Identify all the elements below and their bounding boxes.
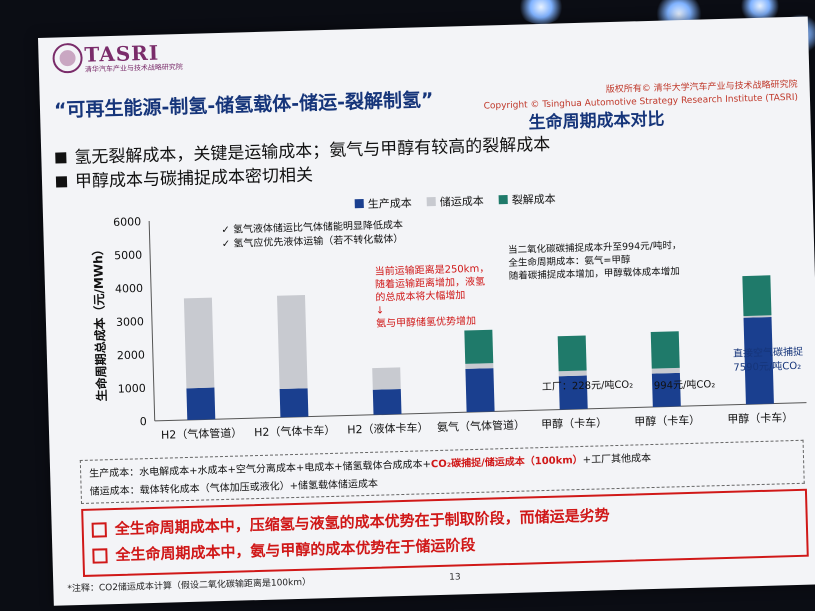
- legend-label-1: 储运成本: [440, 194, 484, 209]
- logo-subtitle: 清华汽车产业与技术战略研究院: [84, 62, 183, 74]
- bullet-title-tail: 生命周期成本对比: [528, 105, 665, 134]
- annotation-right-0: 当二氧化碳碳捕捉成本升至994元/吨时，: [508, 239, 682, 256]
- page-number: 13: [449, 572, 461, 583]
- factory-cost-label: 工厂：228元/吨CO₂: [542, 378, 634, 394]
- annotation-top-left-0: ✓ 氢气液体储运比气体储能明显降低成本: [221, 218, 403, 236]
- conclusion-box: 全生命周期成本中，压缩氢与液氢的成本优势在于制取阶段，而储运是劣势 全生命周期成…: [81, 488, 809, 577]
- prod-highlight: CO₂碳捕捉/储运成本（100km）: [430, 454, 583, 471]
- conclusion-2: 全生命周期成本中，氨与甲醇的成本优势在于储运阶段: [92, 534, 476, 566]
- legend-label-0: 生产成本: [368, 196, 412, 211]
- bar-2-0: [372, 389, 402, 415]
- bar-4-0: [558, 375, 588, 410]
- stage-light-3: [738, 0, 782, 22]
- bar-5-2: [650, 331, 680, 369]
- bar-2-1: [372, 367, 401, 390]
- bullet-square-icon: [55, 152, 67, 164]
- cost-chart: 0 1000 2000 3000 4000 5000 6000 生命周期总成本（元/MWh） 生…: [90, 192, 807, 442]
- x-tick-label-3: 氨气（气体管道）: [437, 418, 525, 434]
- prod-text: 水电解成本+水成本+空气分离成本+电成本+储氢载体合成成本+: [139, 459, 432, 479]
- y-axis-label: 生命周期总成本（元/MWh）: [90, 243, 109, 401]
- x-tick-label-6: 甲醇（卡车）: [727, 410, 793, 426]
- conclusion-1-text: 全生命周期成本中，压缩氢与液氢的成本优势在于制取阶段，而储运是劣势: [114, 506, 610, 539]
- x-tick-label-2: H2（液体卡车）: [347, 420, 429, 436]
- bar-0-1: [183, 297, 215, 389]
- checkbox-square-icon: [92, 548, 108, 564]
- y-tick-label-1: 1000: [118, 382, 146, 396]
- y-axis-line: [148, 220, 156, 421]
- bullet-square-icon: [55, 176, 68, 188]
- annotation-red-3: ↓: [376, 305, 385, 316]
- dac-label-1: 7590元/吨CO₂: [733, 359, 801, 374]
- annotation-red-4: 氨与甲醇储氢优势增加: [376, 314, 476, 330]
- legend-label-2: 裂解成本: [512, 192, 556, 207]
- trans-label: 储运成本：: [89, 485, 140, 498]
- stage-light-1: [516, 0, 566, 24]
- legend-swatch-2: [498, 194, 508, 205]
- x-tick-label-4: 甲醇（卡车）: [541, 415, 607, 431]
- bar-3-0: [465, 368, 495, 413]
- bar-0-0: [186, 387, 216, 420]
- y-tick-label-0: 0: [140, 415, 147, 428]
- tsinghua-seal-icon: [52, 42, 83, 74]
- checkbox-square-icon: [91, 522, 107, 538]
- legend-swatch-1: [426, 196, 436, 207]
- x-tick-label-0: H2（气体管道）: [161, 425, 243, 441]
- bar-1-0: [279, 388, 309, 418]
- prod-label: 生产成本：: [89, 467, 140, 480]
- prod-tail: +工厂其他成本: [582, 453, 652, 466]
- bar-4-2: [557, 335, 587, 372]
- trans-text: 载体转化成本（气体加压或液化）+储氢载体储运成本: [139, 478, 379, 497]
- bar-3-2: [464, 329, 494, 364]
- y-tick-label-3: 3000: [116, 315, 144, 329]
- annotation-red-2: 的总成本将大幅增加: [375, 288, 465, 304]
- presentation-slide: TASRI 清华汽车产业与技术战略研究院 版权所有© 清华大学汽车产业与技术战略…: [38, 16, 815, 606]
- x-tick-label-5: 甲醇（卡车）: [634, 413, 700, 429]
- conclusion-1: 全生命周期成本中，压缩氢与液氢的成本优势在于制取阶段，而储运是劣势: [91, 504, 610, 539]
- bar-6-1: [743, 315, 772, 318]
- bar-6-2: [742, 275, 772, 317]
- y-tick-label-5: 5000: [114, 249, 142, 263]
- y-tick-label-4: 4000: [115, 282, 143, 296]
- dac-label-0: 直接空气碳捕捉: [733, 345, 803, 360]
- bar-3-1: [465, 363, 494, 369]
- slide-title: “可再生能源-制氢-储氢载体-储运-裂解制氢”: [54, 85, 434, 123]
- annotation-right-2: 随着碳捕捉成本增加，甲醇载体成本增加: [509, 265, 680, 282]
- y-tick-label-2: 2000: [117, 348, 145, 362]
- annotation-red-1: 随着运输距离增加，液氢: [375, 275, 485, 291]
- annotation-right-1: 全生命周期成本：氨气=甲醇: [508, 254, 631, 269]
- annotation-red-0: 当前运输距离是250km，: [374, 261, 489, 277]
- bar-6-0: [743, 316, 774, 405]
- bar-5-1: [651, 367, 680, 374]
- mid-cost-label: 994元/吨CO₂: [654, 377, 716, 392]
- footnote: *注释：CO2储运成本计算（假设二氧化碳输距离是100km）: [67, 577, 312, 595]
- slide-title-tail: 生命周期成本对比: [528, 109, 665, 134]
- slide-title-main: “可再生能源-制氢-储氢载体-储运-裂解制氢”: [53, 88, 434, 122]
- bar-4-1: [558, 370, 587, 377]
- bar-5-0: [651, 372, 681, 407]
- x-tick-label-1: H2（气体卡车）: [254, 423, 336, 439]
- bar-1-1: [277, 294, 308, 390]
- conclusion-2-text: 全生命周期成本中，氨与甲醇的成本优势在于储运阶段: [115, 535, 476, 565]
- y-tick-label-6: 6000: [113, 215, 141, 229]
- legend-swatch-0: [354, 198, 364, 209]
- bullet-2-text: 甲醇成本与碳捕捉成本密切相关: [74, 165, 314, 193]
